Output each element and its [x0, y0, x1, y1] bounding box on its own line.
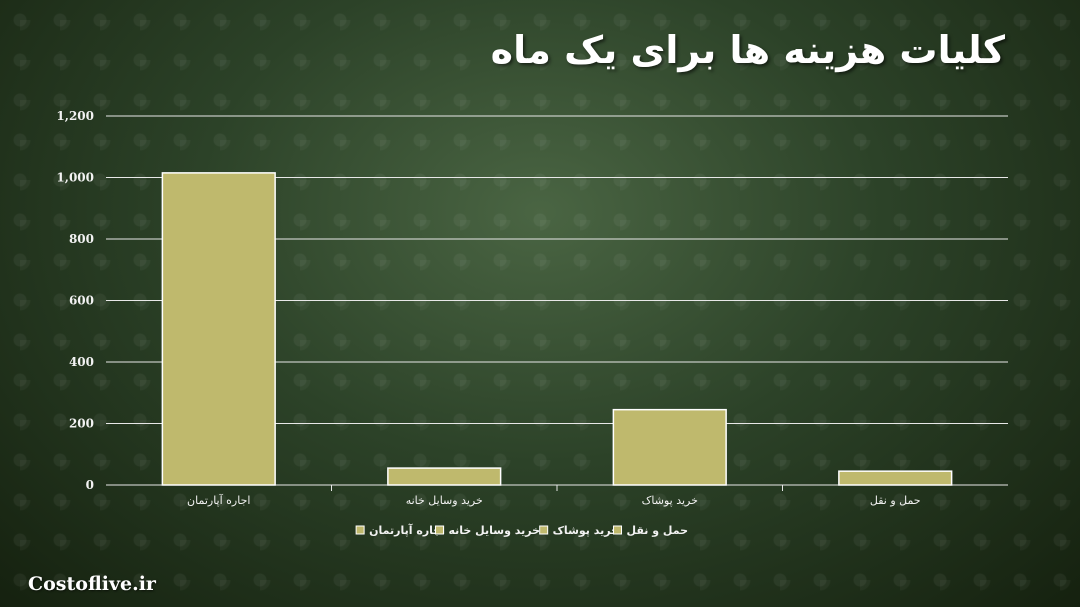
legend: اجاره آپارتمان خرید وسایل خانه خرید پوشاک ح… [355, 523, 688, 537]
legend-swatch [434, 525, 444, 535]
x-tick-label: اجاره آپارتمان [187, 493, 250, 507]
y-tick-label: 600 [69, 294, 94, 308]
legend-label: اجاره آپارتمان [369, 523, 445, 537]
brand-watermark: Costoflive.ir [28, 573, 156, 595]
x-tick-label: خرید پوشاک [642, 494, 698, 507]
bars [161, 172, 953, 486]
legend-label: خرید پوشاک [553, 524, 619, 537]
y-tick-label: 0 [86, 478, 94, 492]
y-tick-label: 800 [69, 232, 94, 246]
y-tick-label: 1,000 [56, 171, 94, 185]
x-axis: اجاره آپارتمان خرید وسایل خانه خرید پوشاک ح… [187, 485, 921, 507]
legend-label: خرید وسایل خانه [448, 524, 540, 537]
legend-label: حمل و نقل [627, 524, 688, 537]
legend-swatch [613, 525, 623, 535]
y-tick-label: 200 [69, 417, 94, 431]
x-tick-label: خرید وسایل خانه [406, 494, 483, 507]
y-tick-label: 400 [69, 355, 94, 369]
x-tick-label: حمل و نقل [870, 494, 921, 507]
bar [838, 470, 953, 486]
bar [161, 172, 276, 486]
chart-title: کلیات هزینه ها برای یک ماه [490, 28, 1005, 72]
legend-swatch [539, 525, 549, 535]
y-axis: 0 200 400 600 800 1,000 1,200 [56, 109, 94, 492]
bar [612, 408, 727, 486]
y-tick-label: 1,200 [56, 109, 94, 123]
legend-swatch [355, 525, 365, 535]
bar [387, 467, 502, 486]
